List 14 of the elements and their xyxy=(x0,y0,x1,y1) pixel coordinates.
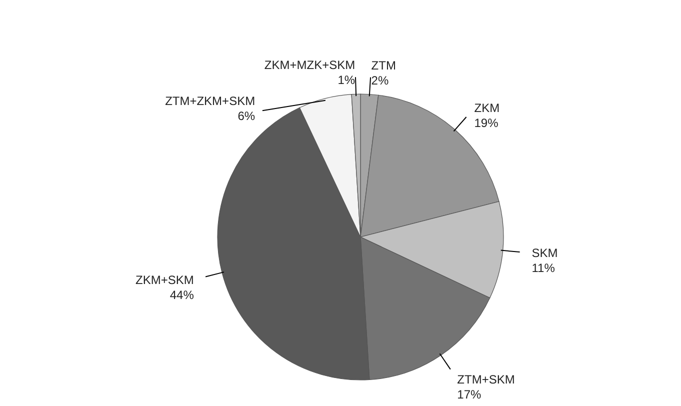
slice-label: ZTM+SKM xyxy=(457,372,515,386)
data-label: 1% xyxy=(338,73,356,88)
slice-label: ZTM+ZKM+SKM xyxy=(165,94,256,108)
data-label: 2% xyxy=(371,73,389,88)
data-label: 19% xyxy=(474,116,499,130)
slice-label: ZKM xyxy=(474,100,500,115)
data-label: 11% xyxy=(532,261,556,276)
slice-label: ZTM xyxy=(371,58,396,72)
data-label: 6% xyxy=(238,109,256,124)
slice-label: ZKM+SKM xyxy=(136,272,194,287)
slice-label: SKM xyxy=(532,246,558,260)
data-label: 17% xyxy=(457,387,482,402)
slice-label: ZKM+MZK+SKM xyxy=(264,58,356,72)
data-label: 44% xyxy=(170,288,194,302)
